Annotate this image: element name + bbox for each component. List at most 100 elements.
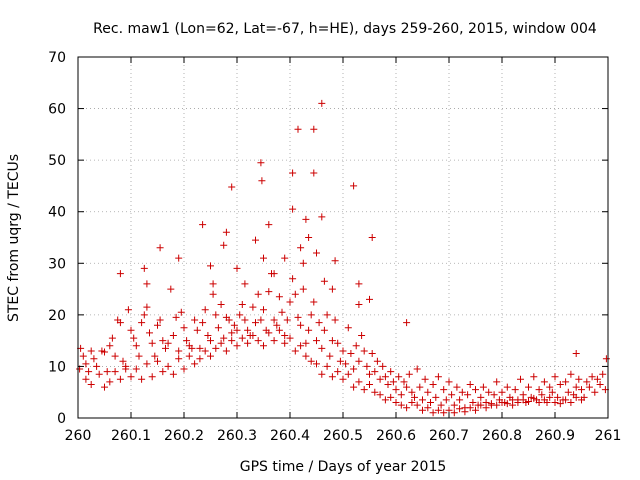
data-point — [260, 306, 267, 314]
data-point — [562, 378, 570, 386]
data-point — [551, 373, 559, 381]
data-point — [328, 373, 336, 381]
x-tick-label: 260.4 — [270, 428, 310, 444]
data-point — [567, 399, 575, 406]
data-point — [294, 313, 302, 321]
data-point — [419, 406, 426, 414]
x-tick-label: 260.7 — [429, 428, 469, 444]
data-point — [244, 339, 252, 347]
data-point — [132, 342, 140, 350]
data-point — [344, 370, 352, 378]
data-point — [95, 370, 103, 378]
data-point — [252, 319, 259, 327]
data-point — [442, 396, 450, 404]
data-point — [591, 388, 599, 396]
x-tick-label: 260.8 — [482, 428, 522, 444]
data-point — [193, 326, 201, 334]
data-point — [116, 319, 124, 327]
data-point — [503, 400, 511, 408]
data-point — [366, 381, 373, 388]
data-point — [85, 368, 93, 376]
data-point — [403, 404, 411, 412]
data-point — [551, 399, 559, 406]
data-point — [222, 347, 230, 355]
data-point — [299, 259, 307, 267]
data-point — [318, 344, 326, 352]
data-point — [148, 373, 156, 381]
data-point — [427, 399, 434, 406]
data-point — [355, 280, 363, 288]
data-point — [188, 344, 196, 352]
data-point — [199, 221, 207, 229]
data-point — [222, 228, 230, 236]
y-tick-label: 30 — [48, 256, 66, 272]
x-tick-label: 260 — [65, 428, 92, 444]
data-point — [424, 404, 432, 412]
data-point — [212, 311, 220, 319]
data-point — [111, 368, 119, 376]
data-point — [336, 357, 344, 365]
data-point — [108, 334, 116, 342]
data-point — [254, 337, 262, 345]
data-point — [360, 386, 368, 394]
data-point — [233, 342, 241, 350]
data-point — [347, 350, 355, 357]
data-point — [487, 400, 495, 408]
data-point — [302, 352, 310, 360]
data-point — [403, 383, 411, 391]
data-point — [196, 355, 204, 363]
data-point — [448, 391, 456, 399]
data-point — [355, 301, 363, 308]
data-point — [101, 383, 108, 391]
data-point — [302, 215, 310, 223]
data-point — [305, 234, 313, 241]
x-tick-labels: 260 260.1 260.2 260.3 260.4 260.5 260.6 260.7 26… — [65, 428, 622, 444]
data-point — [572, 350, 580, 357]
data-point — [525, 398, 532, 405]
data-point — [196, 344, 204, 352]
data-point — [116, 375, 124, 383]
data-point — [366, 370, 373, 378]
data-point — [530, 373, 538, 381]
data-point — [310, 298, 318, 306]
data-point — [323, 311, 331, 319]
data-point — [408, 388, 416, 396]
data-point — [562, 396, 570, 404]
data-point — [82, 375, 90, 383]
data-point — [437, 401, 445, 409]
data-point — [87, 347, 95, 355]
data-point — [228, 329, 236, 337]
data-point — [493, 378, 501, 386]
data-point — [403, 319, 411, 327]
data-point — [220, 334, 228, 342]
data-point — [138, 319, 146, 327]
data-point — [244, 326, 252, 334]
data-point — [596, 381, 604, 388]
data-point — [331, 316, 339, 324]
data-point — [350, 182, 358, 190]
data-point — [254, 290, 262, 298]
data-point — [299, 285, 307, 293]
y-tick-label: 60 — [48, 102, 66, 118]
data-point — [328, 337, 336, 345]
data-point — [392, 399, 400, 406]
data-point — [490, 391, 498, 399]
axis-ticks — [77, 56, 609, 419]
data-point — [546, 393, 554, 401]
data-point — [281, 332, 289, 339]
data-point — [289, 205, 297, 213]
data-point — [564, 388, 572, 396]
data-point — [297, 244, 305, 252]
data-point — [469, 399, 477, 406]
data-point — [424, 388, 432, 396]
data-point — [368, 350, 376, 357]
x-tick-label: 260.3 — [217, 428, 257, 444]
y-tick-label: 70 — [48, 50, 66, 66]
data-point — [175, 355, 183, 363]
data-point — [493, 401, 501, 409]
data-point — [297, 321, 305, 329]
data-point — [209, 280, 217, 288]
data-point — [106, 378, 114, 386]
data-point — [509, 396, 517, 404]
data-point — [413, 365, 421, 373]
